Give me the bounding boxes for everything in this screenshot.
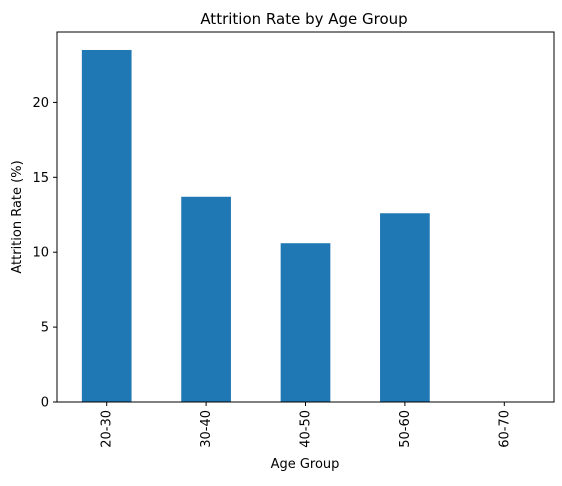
- x-axis-ticks: 20-30 30-40 40-50 50-60 60-70: [100, 402, 513, 448]
- bar-50-60: [380, 213, 430, 402]
- y-tick-label: 0: [41, 396, 49, 411]
- x-axis-label: Age Group: [271, 457, 340, 472]
- bar-20-30: [82, 50, 132, 402]
- x-tick-label: 50-60: [398, 410, 413, 448]
- x-tick-label: 30-40: [199, 410, 214, 448]
- y-tick-label: 5: [41, 321, 49, 336]
- bar-30-40: [181, 197, 231, 402]
- x-tick-label: 40-50: [299, 410, 314, 448]
- x-tick-label: 60-70: [497, 410, 512, 448]
- y-axis-ticks: 0 5 10 15 20: [32, 96, 57, 411]
- bar-40-50: [281, 243, 331, 402]
- y-tick-label: 20: [32, 96, 49, 111]
- bars-group: [82, 50, 430, 402]
- y-tick-label: 15: [32, 171, 49, 186]
- y-axis-label: Attrition Rate (%): [10, 160, 25, 273]
- chart-title: Attrition Rate by Age Group: [200, 10, 407, 28]
- y-tick-label: 10: [32, 246, 49, 261]
- x-tick-label: 20-30: [100, 410, 115, 448]
